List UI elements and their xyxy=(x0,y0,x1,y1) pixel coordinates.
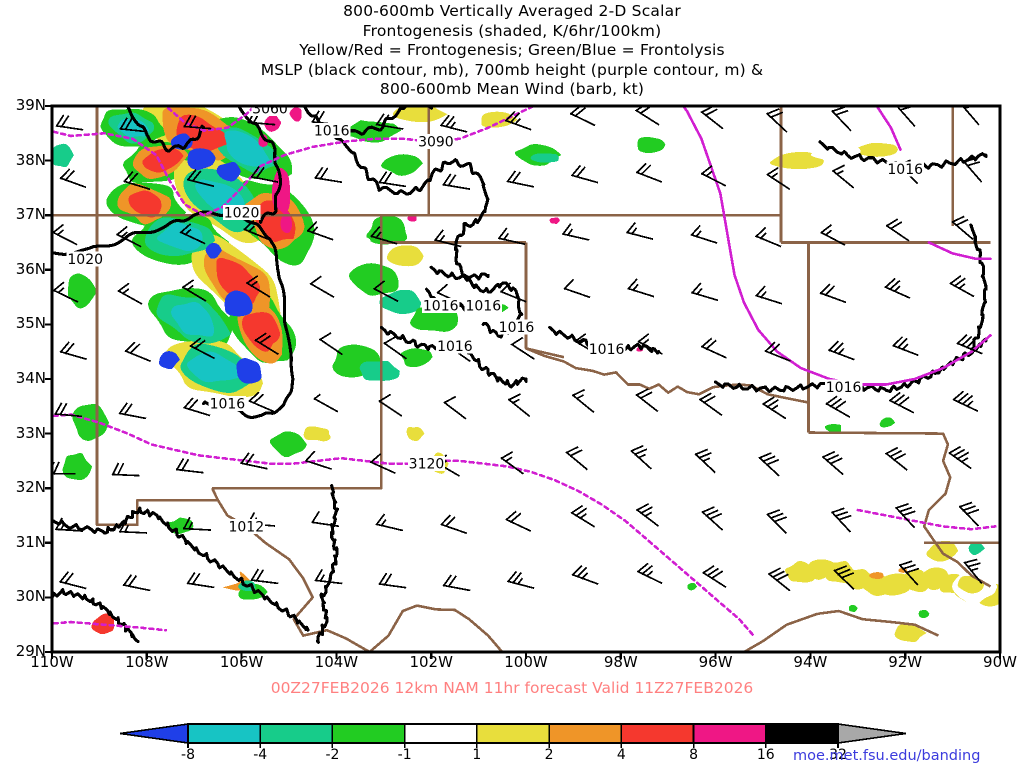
x-axis-tick-label: 98W xyxy=(591,655,651,670)
svg-text:1016: 1016 xyxy=(887,162,923,178)
colorbar-tick-label: 4 xyxy=(601,747,641,763)
svg-text:1016: 1016 xyxy=(423,298,459,314)
colorbar-tick-label: -2 xyxy=(312,747,352,763)
x-axis-tick-label: 108W xyxy=(117,655,177,670)
x-axis-tick-label: 100W xyxy=(496,655,556,670)
svg-text:1016: 1016 xyxy=(210,397,246,413)
y-axis-tick-label: 39N xyxy=(0,98,46,113)
y-axis-tick-label: 34N xyxy=(0,371,46,386)
svg-text:3120: 3120 xyxy=(409,457,445,473)
svg-text:1016: 1016 xyxy=(589,342,625,358)
y-axis-tick-label: 36N xyxy=(0,262,46,277)
svg-text:1016: 1016 xyxy=(499,320,535,336)
svg-text:1016: 1016 xyxy=(314,124,350,140)
x-axis-tick-label: 92W xyxy=(875,655,935,670)
svg-text:1020: 1020 xyxy=(67,252,103,268)
colorbar-tick-label: 16 xyxy=(746,747,786,763)
x-axis-tick-label: 106W xyxy=(212,655,272,670)
colorbar-tick-label: 2 xyxy=(529,747,569,763)
source-watermark: moe.met.fsu.edu/banding xyxy=(793,748,980,764)
forecast-caption: 00Z27FEB2026 12km NAM 11hr forecast Vali… xyxy=(0,679,1024,697)
y-axis-tick-label: 30N xyxy=(0,589,46,604)
y-axis-tick-label: 33N xyxy=(0,426,46,441)
y-axis-tick-label: 35N xyxy=(0,316,46,331)
y-axis-tick-label: 37N xyxy=(0,207,46,222)
x-axis-tick-label: 94W xyxy=(780,655,840,670)
colorbar-tick-label: -4 xyxy=(240,747,280,763)
svg-text:3060: 3060 xyxy=(252,102,288,118)
colorbar-tick-label: 8 xyxy=(674,747,714,763)
x-axis-tick-label: 102W xyxy=(401,655,461,670)
colorbar-tick-label: 1 xyxy=(457,747,497,763)
svg-text:3090: 3090 xyxy=(418,135,454,151)
y-axis-tick-label: 32N xyxy=(0,480,46,495)
colorbar-tick-label: -8 xyxy=(168,747,208,763)
y-axis-tick-label: 38N xyxy=(0,153,46,168)
svg-text:1012: 1012 xyxy=(228,519,264,535)
svg-text:1020: 1020 xyxy=(224,206,260,222)
svg-text:1016: 1016 xyxy=(465,298,501,314)
x-axis-tick-label: 104W xyxy=(306,655,366,670)
y-axis-tick-label: 31N xyxy=(0,535,46,550)
x-axis-tick-label: 90W xyxy=(970,655,1024,670)
x-axis-tick-label: 110W xyxy=(22,655,82,670)
x-axis-tick-label: 96W xyxy=(686,655,746,670)
colorbar-tick-label: -1 xyxy=(385,747,425,763)
svg-text:1016: 1016 xyxy=(826,380,862,396)
svg-text:1016: 1016 xyxy=(437,339,473,355)
